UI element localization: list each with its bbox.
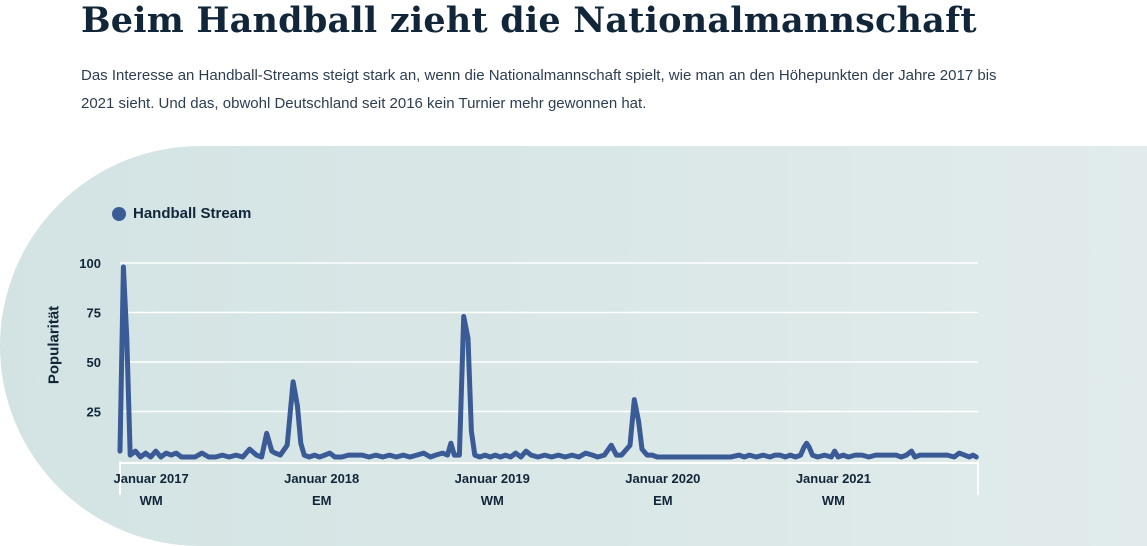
x-tick-label-2: Januar 2019 [455,471,530,486]
y-tick-label-75: 75 [87,306,101,321]
y-tick-label-50: 50 [87,355,101,370]
y-tick-label-100: 100 [79,256,101,271]
grid-lines [120,262,978,413]
legend-dot-icon [112,206,126,221]
x-axis: Januar 2017 WM Januar 2018 EM Januar 2019 WM J… [114,461,979,508]
y-tick-label-25: 25 [87,405,101,420]
series-layer [117,264,979,460]
y-tick-labels: 25 50 75 100 [79,256,101,420]
x-tick-event-4: WM [822,493,845,508]
lead-paragraph: Das Interesse an Handball-Streams steigt… [81,67,997,112]
x-tick-event-0: WM [140,493,163,508]
page-title: Beim Handball zieht die Nationalmannscha… [81,0,977,41]
chart-panel [0,146,1147,546]
x-tick-event-2: WM [481,493,504,508]
chart-legend[interactable]: Handball Stream [112,205,251,222]
x-tick-event-1: EM [312,493,332,508]
x-tick-label-4: Januar 2021 [796,471,871,486]
x-tick-label-1: Januar 2018 [284,471,359,486]
legend-label: Handball Stream [133,205,252,222]
series-line-0 [117,264,979,460]
x-tick-label-3: Januar 2020 [625,471,700,486]
x-tick-event-3: EM [653,493,673,508]
x-tick-label-0: Januar 2017 [114,471,189,486]
